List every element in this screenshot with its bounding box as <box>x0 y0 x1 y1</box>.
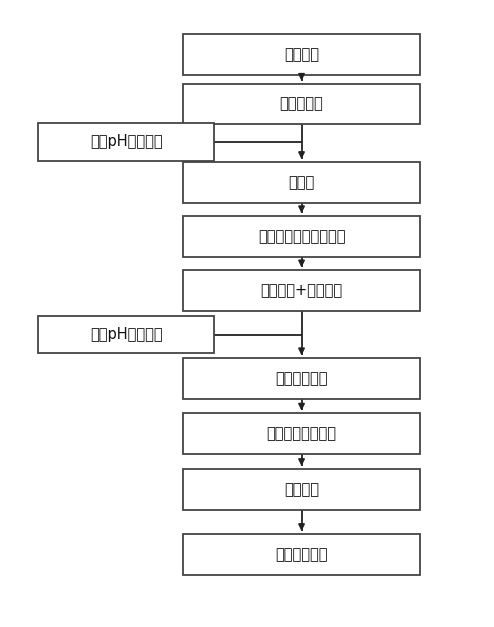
Bar <box>183 358 420 399</box>
Bar <box>183 534 420 575</box>
Bar <box>39 124 214 161</box>
Bar <box>183 216 420 257</box>
Text: 预沉淀: 预沉淀 <box>288 175 315 190</box>
Bar <box>39 316 214 353</box>
Bar <box>183 83 420 125</box>
Bar <box>183 469 420 510</box>
Text: 气流粉碎: 气流粉碎 <box>284 482 319 497</box>
Text: 调节pH值、温度: 调节pH值、温度 <box>90 327 163 342</box>
Text: 氢氧化铋沉淀: 氢氧化铋沉淀 <box>275 371 328 386</box>
Text: 氨水溶液: 氨水溶液 <box>284 47 319 62</box>
Bar <box>183 162 420 203</box>
Text: 氢氧化铋产品: 氢氧化铋产品 <box>275 547 328 562</box>
Text: 预沉淀物+去离子水: 预沉淀物+去离子水 <box>260 283 343 298</box>
Bar <box>183 34 420 75</box>
Text: 硝酸铋溶液: 硝酸铋溶液 <box>280 97 324 112</box>
Text: 洗涤、分离出预沉淀物: 洗涤、分离出预沉淀物 <box>258 229 345 244</box>
Bar <box>183 270 420 311</box>
Text: 调节pH值、温度: 调节pH值、温度 <box>90 134 163 149</box>
Text: 过滤、洗涤、烘干: 过滤、洗涤、烘干 <box>267 426 336 441</box>
Bar <box>183 413 420 455</box>
